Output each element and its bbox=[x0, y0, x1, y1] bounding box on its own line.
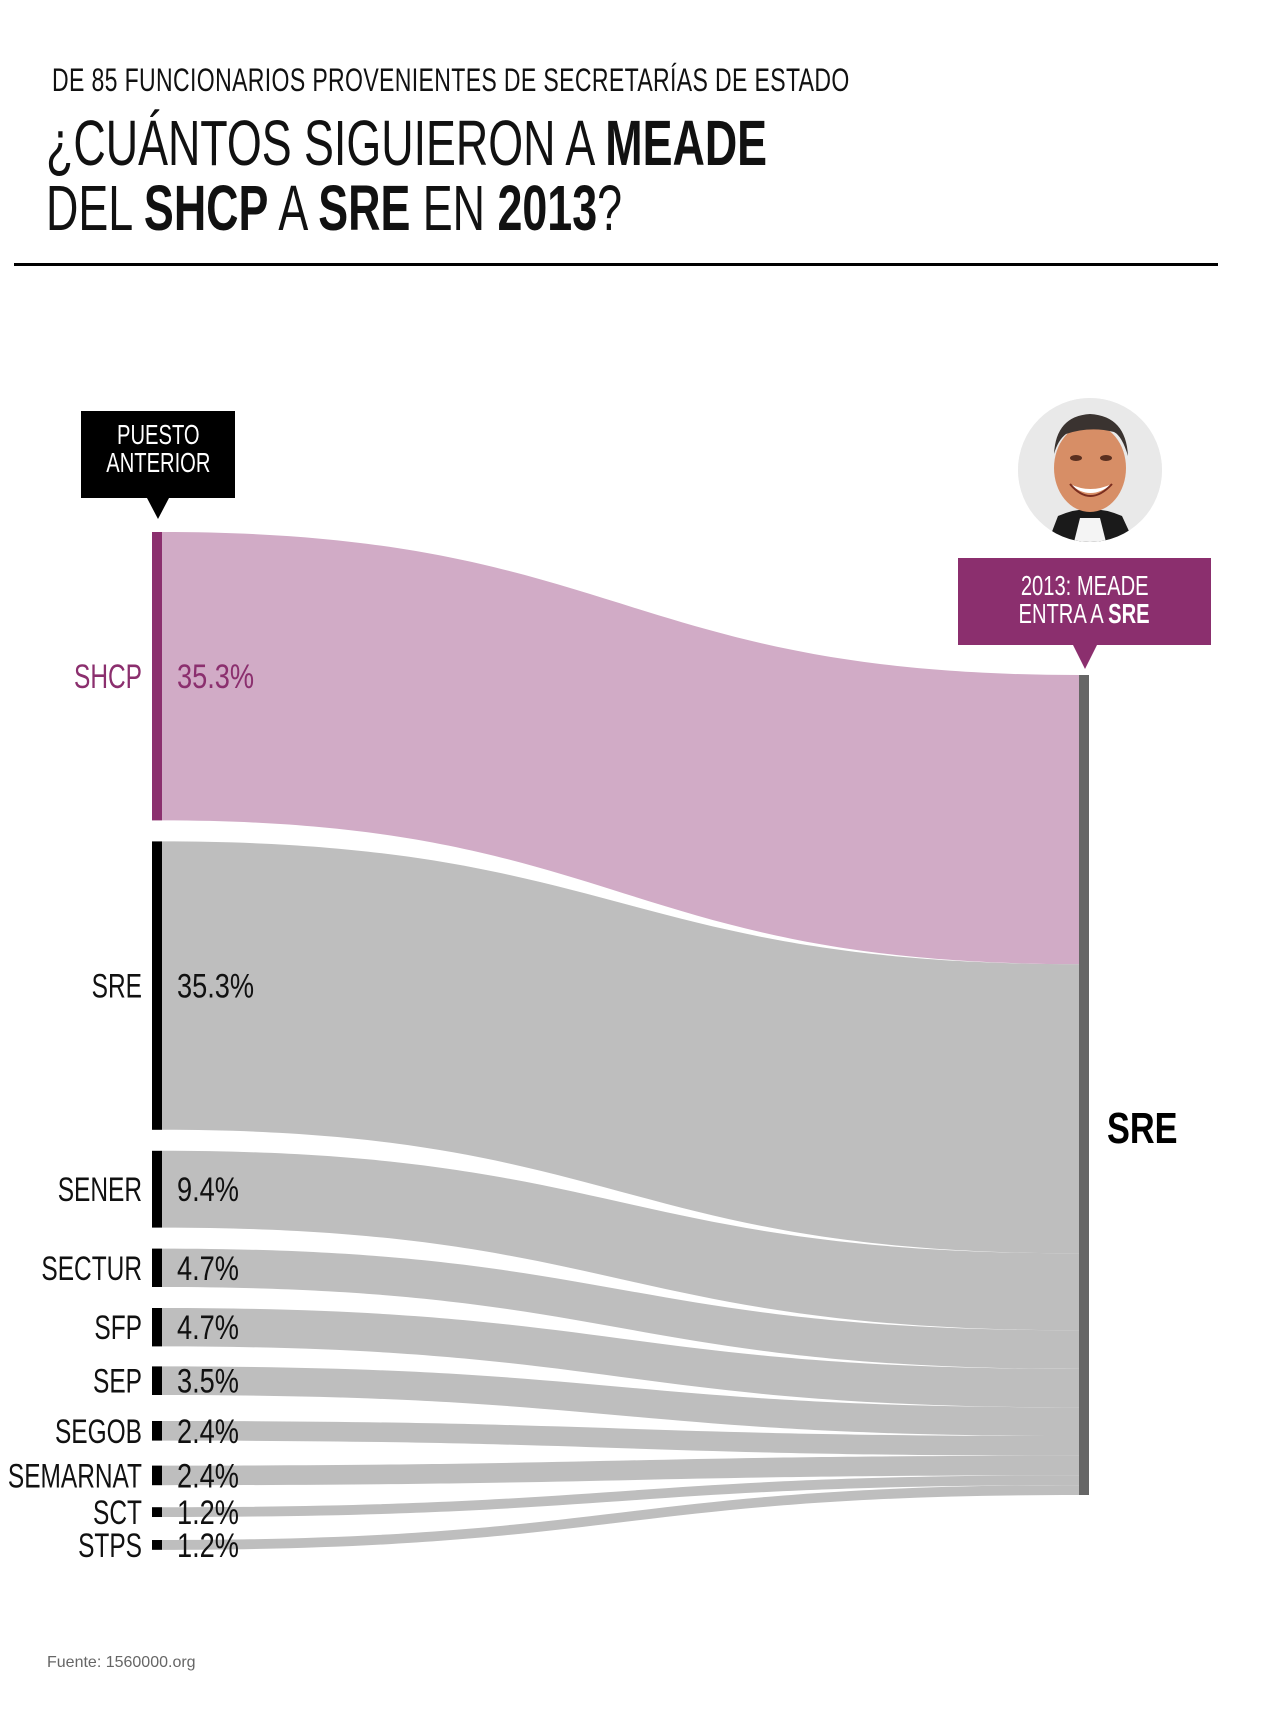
flow-sep bbox=[162, 1366, 1079, 1437]
portrait-icon bbox=[1018, 398, 1162, 542]
source-label: SFP bbox=[94, 1309, 142, 1347]
title-line-2: DEL SHCP A SRE EN 2013? bbox=[46, 171, 622, 245]
callout-right-line1: 2013: MEADE bbox=[1020, 570, 1149, 601]
flow-shcp bbox=[162, 532, 1079, 965]
callout-left-line1: PUESTO bbox=[116, 419, 200, 450]
header-divider bbox=[14, 263, 1218, 266]
title-line2-part: SRE bbox=[318, 172, 411, 244]
callout-right-line2: ENTRA A bbox=[1018, 598, 1109, 629]
callout-right-pointer bbox=[1073, 645, 1097, 669]
title-line2-part: A bbox=[268, 172, 319, 244]
value-label: 2.4% bbox=[177, 1412, 239, 1451]
title-bold-meade: MEADE bbox=[605, 107, 768, 179]
callout-meade-enters-sre: 2013: MEADE ENTRA A SRE bbox=[958, 558, 1211, 669]
source-label: SEMARNAT bbox=[8, 1458, 142, 1496]
source-bar-sep bbox=[152, 1366, 162, 1395]
title-line2-part: DEL bbox=[46, 172, 144, 244]
title-regular: ¿CUÁNTOS SIGUIERON A bbox=[46, 107, 606, 179]
source-bar-sre bbox=[152, 841, 162, 1130]
source-label: STPS bbox=[78, 1527, 142, 1565]
flow-segob bbox=[162, 1420, 1079, 1456]
value-label: 4.7% bbox=[177, 1308, 239, 1347]
flow-sectur bbox=[162, 1248, 1079, 1369]
source-label: SCT bbox=[93, 1494, 142, 1532]
target-label: SRE bbox=[1107, 1104, 1178, 1153]
source-label: SRE bbox=[92, 968, 142, 1006]
source-label: SEP bbox=[93, 1363, 142, 1401]
source-note: Fuente: 1560000.org bbox=[47, 1654, 196, 1671]
flow-sct bbox=[162, 1475, 1079, 1518]
value-label: 3.5% bbox=[177, 1362, 239, 1401]
title-line2-part: ? bbox=[597, 172, 623, 244]
source-bar-semarnat bbox=[152, 1465, 162, 1486]
callout-left-line2: ANTERIOR bbox=[105, 447, 211, 478]
value-label: 35.3% bbox=[177, 657, 254, 696]
flow-sener bbox=[162, 1150, 1079, 1331]
source-bar-sectur bbox=[152, 1248, 162, 1287]
target-bar-sre bbox=[1079, 675, 1089, 1495]
title-line2-part: 2013 bbox=[497, 172, 598, 244]
flow-semarnat bbox=[162, 1455, 1079, 1486]
callout-previous-post: PUESTO ANTERIOR bbox=[81, 411, 235, 519]
source-bar-sfp bbox=[152, 1307, 162, 1347]
value-label: 1.2% bbox=[177, 1526, 239, 1565]
source-bar-stps bbox=[152, 1540, 162, 1550]
callout-right-bold: SRE bbox=[1108, 598, 1151, 629]
subtitle: DE 85 FUNCIONARIOS PROVENIENTES DE SECRE… bbox=[52, 62, 850, 98]
value-label: 1.2% bbox=[177, 1493, 239, 1532]
value-label: 35.3% bbox=[177, 967, 254, 1006]
value-label: 4.7% bbox=[177, 1249, 239, 1288]
meade-photo bbox=[1018, 398, 1162, 542]
title-line2-part: SHCP bbox=[143, 172, 269, 244]
title-line2-part: EN bbox=[410, 172, 498, 244]
source-label: SHCP bbox=[74, 658, 142, 696]
flow-sre bbox=[162, 841, 1079, 1254]
source-bar-sct bbox=[152, 1507, 162, 1518]
callout-left-pointer bbox=[147, 498, 169, 519]
source-label: SECTUR bbox=[41, 1250, 142, 1288]
source-label: SEGOB bbox=[55, 1413, 142, 1451]
value-label: 9.4% bbox=[177, 1170, 239, 1209]
flow-stps bbox=[162, 1485, 1079, 1550]
flow-sfp bbox=[162, 1307, 1079, 1408]
source-bar-shcp bbox=[152, 532, 162, 821]
title-line-1: ¿CUÁNTOS SIGUIERON A MEADE bbox=[46, 106, 767, 180]
source-bar-segob bbox=[152, 1420, 162, 1441]
value-label: 2.4% bbox=[177, 1456, 239, 1495]
source-bar-sener bbox=[152, 1150, 162, 1228]
source-label: SENER bbox=[58, 1171, 142, 1209]
